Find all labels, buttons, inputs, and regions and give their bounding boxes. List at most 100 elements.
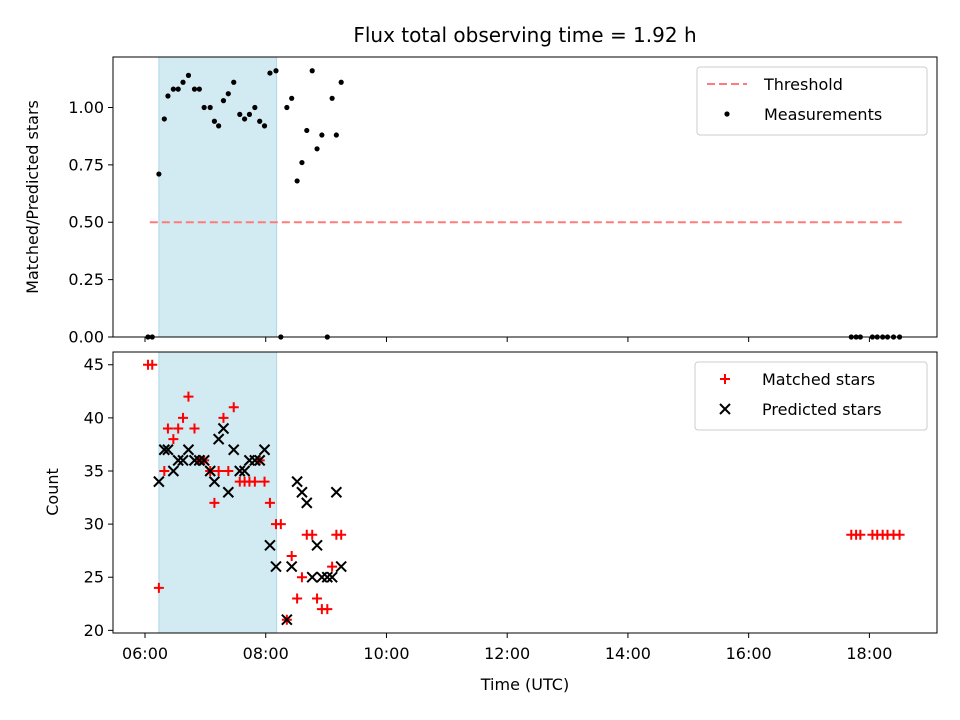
matched-stars-point [168,434,179,445]
measurements-point [304,127,310,134]
y-tick-label: 0.50 [68,213,104,232]
y-axis-label-ratio: Matched/Predicted stars [23,100,42,294]
measurements-point [314,146,320,152]
predicted-stars-point [281,614,293,626]
measurements-point [284,104,290,111]
matched-stars-point [249,476,260,487]
predicted-stars-point [326,571,338,583]
legend-label: Threshold [763,75,843,94]
matched-stars-point [322,604,333,615]
y-tick-label: 40 [84,408,104,427]
matched-stars-point [336,529,347,540]
matched-stars-point [286,550,297,561]
predicted-stars-point [264,539,276,552]
x-tick-label: 16:00 [726,644,772,663]
measurements-point [267,70,273,76]
matched-stars-point [153,582,164,593]
matched-stars-point [209,497,220,508]
measurements-point [289,95,295,101]
y-tick-label: 0.75 [68,155,104,174]
measurements-point [175,86,181,92]
measurements-point [294,178,300,184]
predicted-stars-point [182,444,195,456]
measurements-point [338,79,344,85]
predicted-stars-point [291,475,303,488]
measurements-point [165,93,171,99]
legend-x-swatch [719,403,731,415]
matched-stars-point [228,402,239,413]
x-tick-label: 18:00 [846,644,892,663]
measurements-point [185,72,192,78]
legend-plus-swatch [720,374,730,384]
measurements-point [216,123,222,129]
y-tick-label: 45 [84,355,104,374]
matched-stars-point [223,465,234,476]
predicted-stars-point [198,454,210,467]
predicted-stars-point [228,444,240,456]
predicted-stars-point [335,560,347,573]
axes-frame [112,351,938,634]
matched-stars-point [855,529,866,540]
panel-count: 20 25 30 35 40 45 06:00 08:00 10:00 12:00 14:00 16:… [84,351,938,663]
measurements-point [257,118,263,124]
measurements-point [261,123,268,129]
predicted-stars-point [306,571,318,583]
y-tick-label: 0.00 [68,328,104,347]
chart-title: Flux total observing time = 1.92 h [353,23,696,47]
matched-stars-point [147,359,158,370]
predicted-stars-point [208,475,221,488]
measurements-point [211,118,218,124]
x-tick-label: 10:00 [363,644,409,663]
matched-stars-point [307,529,318,540]
predicted-stars-point [330,486,343,498]
measurements-point [191,86,198,92]
predicted-stars-point [167,465,180,477]
predicted-stars-point [162,444,174,456]
x-tick-label: 08:00 [243,644,289,663]
legend-box [694,361,928,431]
observing-interval-shade [158,351,278,634]
legend: Matched stars Predicted stars [694,361,928,431]
matched-stars-point [894,529,905,540]
y-tick-label: 25 [84,568,104,587]
measurements-point [319,132,325,138]
matched-stars-point [162,423,173,434]
measurements-point [180,79,186,85]
measurements-point [156,171,162,177]
matched-stars-point [264,497,275,508]
measurements-point [237,111,243,117]
matched-stars-point [312,593,323,604]
matched-stars-point [275,519,286,530]
measurements-point [241,116,248,122]
predicted-stars-point [188,454,201,467]
predicted-stars-point [316,571,328,583]
legend-label: Matched stars [762,370,875,389]
measurements-point [201,104,207,111]
measurements-point [196,86,202,92]
measurements-point [309,68,315,74]
predicted-stars-point [193,454,206,467]
predicted-stars-point [258,444,271,456]
measurements-point [333,132,339,138]
legend-label: Measurements [764,105,882,124]
matched-stars-point [189,423,200,434]
y-tick-label: 20 [84,621,104,640]
y-tick-label: 0.25 [68,270,104,289]
predicted-stars-point [234,465,246,477]
matched-stars-point [259,476,270,487]
measurements-point [252,104,258,111]
matched-stars-point [173,423,184,434]
predicted-stars-point [321,571,334,583]
measurements-point [170,86,176,92]
predicted-stars-point [172,454,184,467]
x-tick-label: 06:00 [122,644,168,663]
y-axis-label-count: Count [43,468,62,516]
matched-stars-point [327,561,338,572]
y-tick-label: 1.00 [68,98,104,117]
x-tick-label: 12:00 [484,644,530,663]
observing-interval-shade [158,56,278,338]
matched-stars-point [213,465,224,476]
predicted-stars-point [238,465,251,477]
legend-box [696,66,928,136]
